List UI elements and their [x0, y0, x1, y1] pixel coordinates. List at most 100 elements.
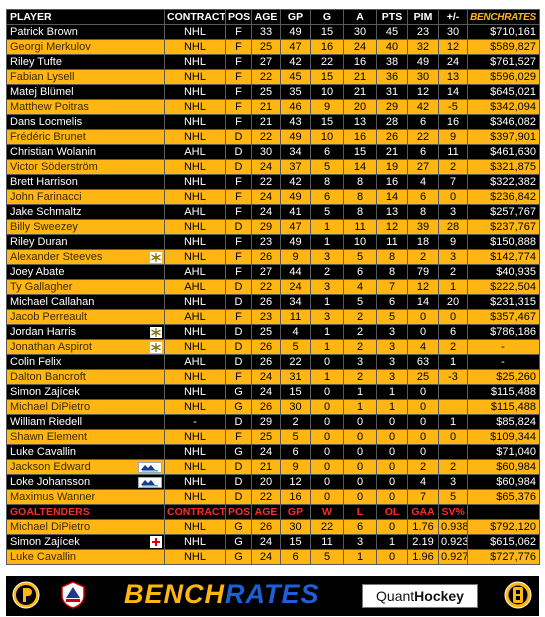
player-name-text: Dalton Bancroft: [10, 370, 86, 383]
player-name-text: John Farinacci: [10, 190, 82, 203]
gp-cell: 30: [280, 399, 311, 415]
pos-cell: F: [225, 114, 252, 130]
player-name-text: Matthew Poitras: [10, 100, 89, 113]
ot-losses-cell: 0: [376, 549, 408, 565]
plus-minus-cell: 2: [438, 339, 468, 355]
assists-cell: 24: [343, 39, 377, 55]
age-cell: 29: [251, 219, 281, 235]
age-cell: 26: [251, 294, 281, 310]
header-a: A: [343, 9, 377, 25]
header-player: PLAYER: [6, 9, 165, 25]
plus-minus-cell: 7: [438, 174, 468, 190]
assists-cell: 3: [343, 354, 377, 370]
player-name-text: Luke Cavallin: [10, 550, 77, 563]
plus-minus-cell: 1: [438, 354, 468, 370]
player-name-text: Simon Zajícek: [10, 535, 80, 548]
gp-cell: 47: [280, 39, 311, 55]
skater-row: Matej Blümel NHL F 25 35 10 21 31 12 14 $645,021: [6, 84, 540, 100]
goalie-header-row: GOALTENDERS CONTRACT POS AGE GP W L OL GAA SV%: [6, 504, 540, 520]
pos-cell: G: [225, 384, 252, 400]
salary-cell: -: [467, 339, 540, 355]
gp-cell: 4: [280, 324, 311, 340]
skater-row: Michael Callahan NHL D 26 34 1 5 6 14 20 $231,315: [6, 294, 540, 310]
goalie-header-svp: SV%: [438, 504, 468, 520]
player-name: Colin Felix: [6, 354, 165, 370]
player-name: Jacob Perreault: [6, 309, 165, 325]
losses-cell: 6: [343, 519, 377, 535]
age-cell: 21: [251, 99, 281, 115]
salary-cell: $150,888: [467, 234, 540, 250]
mariners-logo-icon: [138, 461, 162, 473]
age-cell: 22: [251, 279, 281, 295]
salary-cell: $589,827: [467, 39, 540, 55]
contract-cell: NHL: [164, 444, 226, 460]
pim-cell: 42: [407, 99, 439, 115]
plus-minus-cell: 0: [438, 309, 468, 325]
age-cell: 24: [251, 384, 281, 400]
plus-minus-cell: [438, 444, 468, 460]
ahl-logo-icon: [61, 581, 85, 609]
contract-cell: NHL: [164, 189, 226, 205]
pos-cell: D: [225, 144, 252, 160]
salary-cell: $357,467: [467, 309, 540, 325]
pos-cell: G: [225, 519, 252, 535]
pos-cell: G: [225, 399, 252, 415]
losses-cell: 3: [343, 534, 377, 550]
skater-row: Matthew Poitras NHL F 21 46 9 20 29 42 -5 $342,094: [6, 99, 540, 115]
pim-cell: 0: [407, 384, 439, 400]
pos-cell: D: [225, 474, 252, 490]
assists-cell: 8: [343, 174, 377, 190]
points-cell: 28: [376, 114, 408, 130]
skater-row: Patrick Brown NHL F 33 49 15 30 45 23 30 $710,161: [6, 24, 540, 40]
goals-cell: 0: [310, 384, 344, 400]
player-name-text: Georgi Merkulov: [10, 40, 91, 53]
assists-cell: 6: [343, 264, 377, 280]
goalie-header-pos: POS: [225, 504, 252, 520]
bruins-p-logo-icon: [12, 581, 40, 609]
pim-cell: 22: [407, 129, 439, 145]
player-name: Shawn Element: [6, 429, 165, 445]
salary-cell: $109,344: [467, 429, 540, 445]
assists-cell: 0: [343, 429, 377, 445]
age-cell: 25: [251, 429, 281, 445]
pos-cell: F: [225, 24, 252, 40]
header-pim: PIM: [407, 9, 439, 25]
save-pct-cell: 0.938: [438, 519, 468, 535]
gp-cell: 37: [280, 159, 311, 175]
pim-cell: 18: [407, 234, 439, 250]
pim-cell: 30: [407, 69, 439, 85]
pos-cell: F: [225, 99, 252, 115]
points-cell: 8: [376, 249, 408, 265]
player-name: Fabian Lysell: [6, 69, 165, 85]
player-name: Luke Cavallin: [6, 444, 165, 460]
goals-cell: 0: [310, 444, 344, 460]
points-cell: 1: [376, 384, 408, 400]
age-cell: 25: [251, 39, 281, 55]
points-cell: 8: [376, 264, 408, 280]
gp-cell: 6: [280, 444, 311, 460]
plus-minus-cell: 30: [438, 24, 468, 40]
gp-cell: 49: [280, 24, 311, 40]
points-cell: 29: [376, 99, 408, 115]
plus-minus-cell: 2: [438, 459, 468, 475]
points-cell: 21: [376, 144, 408, 160]
goalie-row: Simon Zajícek NHL G 24 15 11 3 1 2.19 0.923 $615,0…: [6, 534, 540, 550]
player-name: Patrick Brown: [6, 24, 165, 40]
contract-cell: NHL: [164, 324, 226, 340]
plus-minus-cell: 28: [438, 219, 468, 235]
pim-cell: 12: [407, 279, 439, 295]
contract-cell: NHL: [164, 84, 226, 100]
player-name: Billy Sweezey: [6, 219, 165, 235]
points-cell: 3: [376, 339, 408, 355]
gp-cell: 49: [280, 234, 311, 250]
plus-minus-cell: 1: [438, 279, 468, 295]
age-cell: 22: [251, 69, 281, 85]
quanthockey-logo: QuantHockey: [362, 584, 478, 608]
assists-cell: 16: [343, 129, 377, 145]
salary-cell: $115,488: [467, 399, 540, 415]
player-name: Dalton Bancroft: [6, 369, 165, 385]
gp-cell: 12: [280, 474, 311, 490]
plus-minus-cell: 5: [438, 489, 468, 505]
gp-cell: 5: [280, 429, 311, 445]
gp-cell: 15: [280, 384, 311, 400]
